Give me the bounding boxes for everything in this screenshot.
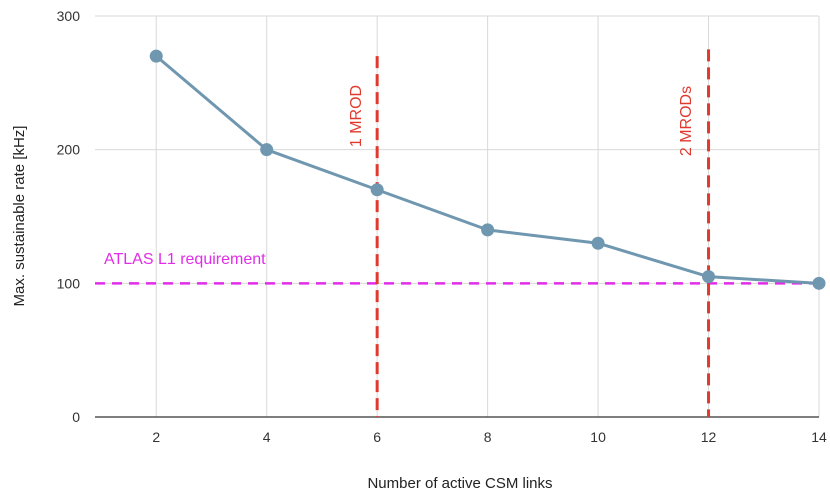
labels: 0 100 200 300 2 4 6 8 10 12 14 xyxy=(57,8,827,445)
x-tick-label: 8 xyxy=(484,429,492,445)
data-point xyxy=(812,276,826,290)
data-point xyxy=(260,143,274,157)
hline-annotation-label: ATLAS L1 requirement xyxy=(104,251,266,268)
y-tick-label: 100 xyxy=(57,275,81,291)
vline-annotation-label-1mrod: 1 MROD xyxy=(348,85,365,147)
y-tick-label: 0 xyxy=(72,409,80,425)
x-tick-label: 14 xyxy=(811,429,827,445)
x-axis-title: Number of active CSM links xyxy=(367,475,552,492)
series xyxy=(149,49,826,290)
data-point xyxy=(149,49,163,63)
annotation-lines xyxy=(95,49,819,417)
x-tick-label: 10 xyxy=(590,429,606,445)
x-tick-label: 12 xyxy=(701,429,717,445)
y-axis-title: Max. sustainable rate [kHz] xyxy=(11,126,28,307)
data-point xyxy=(370,183,384,197)
data-point xyxy=(702,270,716,284)
x-tick-label: 4 xyxy=(263,429,271,445)
vline-annotation-label-2mrods: 2 MRODs xyxy=(678,86,695,156)
data-point xyxy=(591,236,605,250)
x-tick-label: 6 xyxy=(373,429,381,445)
data-point xyxy=(481,223,495,237)
grid xyxy=(95,15,820,417)
y-tick-label: 300 xyxy=(57,8,81,24)
y-tick-label: 200 xyxy=(57,142,81,158)
x-tick-label: 2 xyxy=(152,429,160,445)
